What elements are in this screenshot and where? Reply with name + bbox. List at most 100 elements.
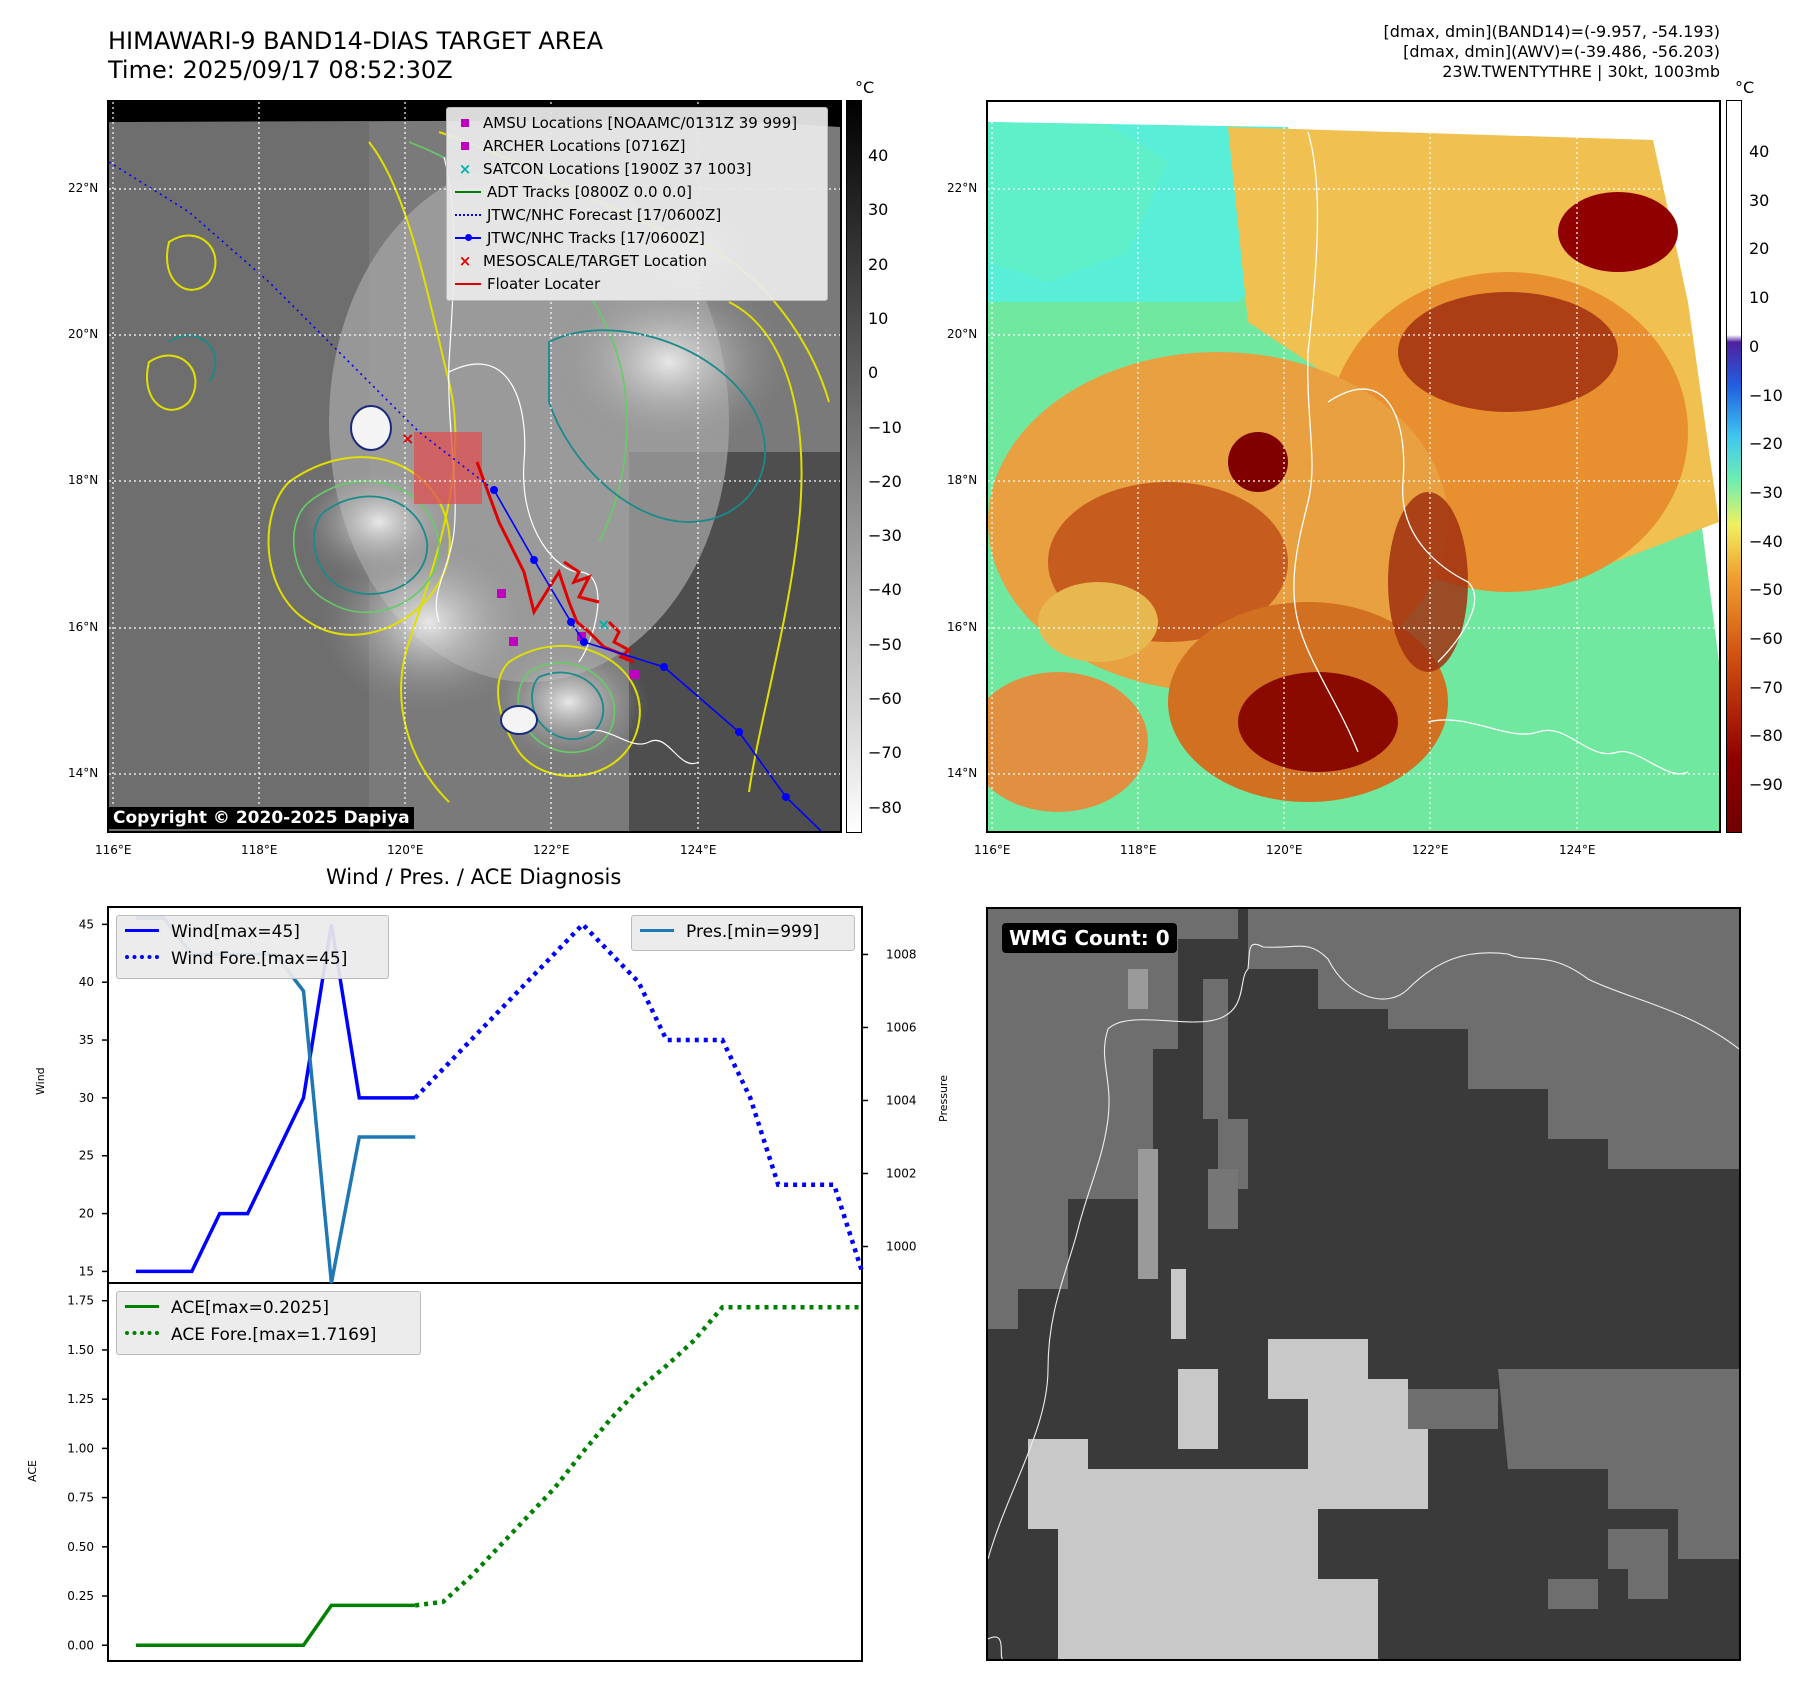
legend-wind-fore: Wind Fore.[max=45] — [125, 949, 347, 969]
lon-label: 118°E — [241, 843, 278, 857]
awv-colorbar — [1726, 100, 1742, 833]
lon-label: 120°E — [387, 843, 424, 857]
colorbar-tick: 30 — [868, 200, 889, 220]
awv-colorbar-unit: °C — [1735, 78, 1755, 97]
legend-satcon: × SATCON Locations [1900Z 37 1003] — [455, 160, 752, 178]
y-tick-label: 45 — [79, 917, 94, 931]
lat-label: 18°N — [947, 473, 978, 487]
x-mark-icon: × — [458, 252, 472, 270]
lat-label: 22°N — [68, 181, 99, 195]
y2-tick-label: 1008 — [886, 947, 917, 961]
figure-time: Time: 2025/09/17 08:52:30Z — [108, 56, 453, 84]
y-tick-label: 1.50 — [67, 1343, 94, 1357]
wmg-count-label: WMG Count: 0 — [1002, 923, 1177, 953]
line-icon — [640, 929, 674, 932]
dotted-line-icon — [125, 955, 159, 959]
ace-axis-label: ACE — [26, 1460, 39, 1482]
wind-axis-label: Wind — [34, 1067, 47, 1095]
colorbar-tick: −30 — [868, 526, 902, 546]
y-tick-label: 20 — [79, 1207, 94, 1221]
ir-colorbar — [846, 100, 862, 833]
copyright-label: Copyright © 2020-2025 Dapiya — [109, 807, 414, 829]
storm-info: 23W.TWENTYTHRE | 30kt, 1003mb — [1442, 62, 1720, 81]
wmg-image — [988, 909, 1739, 1659]
colorbar-tick: −40 — [868, 580, 902, 600]
pressure-axis-label: Pressure — [937, 1075, 950, 1122]
line-icon — [125, 1305, 159, 1308]
y-tick-label: 0.25 — [67, 1589, 94, 1603]
lat-label: 14°N — [947, 766, 978, 780]
lon-label: 124°E — [1559, 843, 1596, 857]
series-line-1 — [413, 921, 865, 1273]
lat-label: 16°N — [68, 620, 99, 634]
square-icon — [461, 119, 469, 127]
awv-map-image — [988, 102, 1719, 831]
legend-target: × MESOSCALE/TARGET Location — [455, 252, 707, 270]
legend-archer: ARCHER Locations [0716Z] — [455, 137, 686, 155]
wind-legend: Wind[max=45] Wind Fore.[max=45] — [116, 915, 389, 979]
y-tick-label: 0.75 — [67, 1491, 94, 1505]
y-tick-label: 40 — [79, 975, 94, 989]
colorbar-tick: −10 — [1749, 385, 1783, 405]
colorbar-tick: −80 — [868, 797, 902, 817]
lat-label: 16°N — [947, 620, 978, 634]
y2-tick-label: 1000 — [886, 1239, 917, 1253]
colorbar-tick: −70 — [1749, 677, 1783, 697]
colorbar-tick: −10 — [868, 417, 902, 437]
legend-ace: ACE[max=0.2025] — [125, 1298, 329, 1318]
colorbar-tick: −20 — [1749, 434, 1783, 454]
lat-label: 18°N — [68, 473, 99, 487]
y-tick-label: 25 — [79, 1149, 94, 1163]
lon-label: 120°E — [1266, 843, 1303, 857]
legend-ace-fore: ACE Fore.[max=1.7169] — [125, 1325, 376, 1345]
diagnosis-title: Wind / Pres. / ACE Diagnosis — [326, 865, 622, 889]
colorbar-tick: −80 — [1749, 726, 1783, 746]
x-mark-icon: × — [458, 160, 472, 178]
y2-tick-label: 1006 — [886, 1020, 917, 1034]
ace-chart-frame — [107, 1282, 863, 1662]
colorbar-tick: −50 — [868, 634, 902, 654]
ir-legend: AMSU Locations [NOAAMC/0131Z 39 999] ARC… — [446, 107, 828, 301]
dmax-band14: [dmax, dmin](BAND14)=(-9.957, -54.193) — [1383, 22, 1720, 41]
legend-wind: Wind[max=45] — [125, 922, 300, 942]
colorbar-tick: 40 — [1749, 142, 1770, 161]
lon-label: 122°E — [1412, 843, 1449, 857]
legend-floater: Floater Locater — [455, 275, 600, 293]
line-icon — [455, 191, 481, 193]
colorbar-tick: −20 — [868, 471, 902, 491]
legend-amsu: AMSU Locations [NOAAMC/0131Z 39 999] — [455, 114, 797, 132]
series-line-0 — [135, 1603, 416, 1648]
wmg-panel: WMG Count: 0 — [986, 907, 1741, 1661]
lon-label: 124°E — [680, 843, 717, 857]
lat-label: 14°N — [68, 766, 99, 780]
lat-label: 20°N — [68, 327, 99, 341]
svg-text:×: × — [597, 615, 610, 634]
colorbar-tick: −60 — [1749, 629, 1783, 648]
colorbar-tick: −70 — [868, 743, 902, 763]
line-icon — [125, 929, 159, 932]
colorbar-tick: 10 — [1749, 288, 1770, 308]
lon-label: 116°E — [974, 843, 1011, 857]
dmax-awv: [dmax, dmin](AWV)=(-39.486, -56.203) — [1403, 42, 1720, 61]
series-line-0 — [135, 924, 416, 1274]
y2-tick-label: 1004 — [886, 1093, 917, 1107]
lon-label: 116°E — [95, 843, 132, 857]
line-icon — [455, 283, 481, 285]
legend-jtwc-forecast: JTWC/NHC Forecast [17/0600Z] — [455, 206, 721, 224]
colorbar-tick: −50 — [1749, 580, 1783, 600]
lon-label: 118°E — [1120, 843, 1157, 857]
colorbar-tick: 0 — [868, 363, 879, 383]
lat-label: 22°N — [947, 181, 978, 195]
ir-colorbar-unit: °C — [855, 78, 875, 97]
series-line-1 — [414, 1304, 862, 1608]
y-tick-label: 30 — [79, 1091, 94, 1105]
colorbar-tick: 30 — [1749, 190, 1770, 210]
colorbar-tick: 40 — [868, 146, 889, 165]
colorbar-tick: 20 — [868, 254, 889, 274]
ir-map-panel: × × — [107, 100, 842, 833]
dotted-line-icon — [455, 214, 481, 216]
ace-legend: ACE[max=0.2025] ACE Fore.[max=1.7169] — [116, 1291, 421, 1355]
awv-map-panel — [986, 100, 1721, 833]
pres-legend: Pres.[min=999] — [631, 915, 855, 951]
colorbar-tick: −30 — [1749, 482, 1783, 502]
